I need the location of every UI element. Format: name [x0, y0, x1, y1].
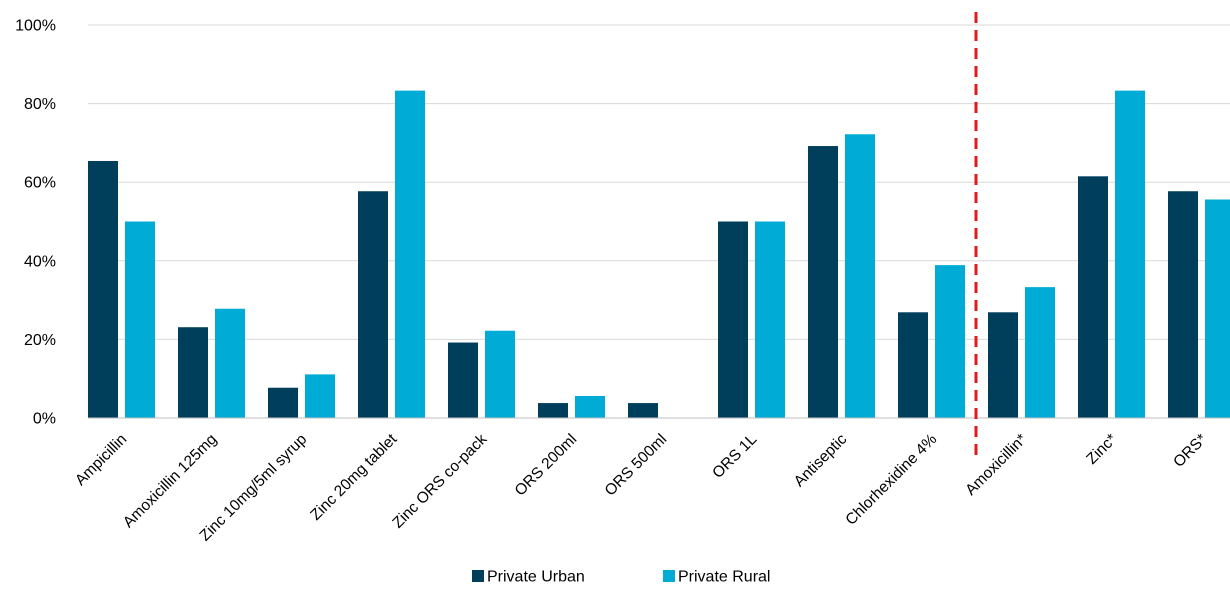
y-tick-label: 80% — [24, 96, 56, 113]
bar-series2 — [305, 374, 335, 418]
y-tick-label: 60% — [24, 175, 56, 192]
bar-series2 — [215, 308, 245, 418]
bar-series2 — [1115, 90, 1145, 419]
bar-series2 — [125, 221, 155, 418]
y-tick-label: 100% — [15, 18, 56, 35]
x-category-label: Zinc* — [1083, 431, 1120, 468]
legend-label: Private Urban — [487, 569, 585, 586]
bar-series2 — [845, 134, 875, 418]
bar-series1 — [268, 387, 298, 418]
bar-series1 — [538, 403, 568, 418]
bar-series1 — [358, 191, 388, 418]
bar-series2 — [1025, 287, 1055, 418]
bar-series1 — [1168, 191, 1198, 418]
y-tick-label: 20% — [24, 332, 56, 349]
bar-series2 — [935, 265, 965, 418]
bar-series1 — [988, 312, 1018, 418]
bar-series2 — [485, 330, 515, 418]
bars — [88, 90, 1230, 419]
bar-series2 — [1205, 199, 1230, 418]
x-category-label: Amoxicillin 125mg — [120, 431, 220, 531]
bar-series1 — [448, 342, 478, 418]
x-category-label: Antiseptic — [791, 431, 851, 491]
x-category-label: ORS 500ml — [602, 431, 671, 500]
legend-label: Private Rural — [678, 569, 770, 586]
bar-series1 — [808, 146, 838, 418]
bar-series1 — [178, 327, 208, 418]
bar-series1 — [718, 221, 748, 418]
x-category-label: ORS 1L — [709, 431, 760, 482]
bar-series2 — [395, 90, 425, 419]
x-category-label: Ampicillin — [72, 431, 130, 489]
x-category-label: Amoxicillin* — [962, 431, 1030, 499]
y-axis-tick-labels: 0% 20% 40% 60% 80% 100% — [15, 18, 56, 428]
y-tick-label: 0% — [33, 411, 56, 428]
bar-series2 — [755, 221, 785, 418]
x-category-label: Chlorhexidine 4% — [842, 431, 940, 529]
bar-series1 — [898, 312, 928, 418]
bar-series1 — [628, 403, 658, 418]
gridlines — [88, 24, 1230, 340]
legend-swatch — [663, 570, 675, 582]
y-tick-label: 40% — [24, 253, 56, 270]
x-category-label: Zinc ORS co-pack — [389, 431, 490, 532]
x-category-label: ORS 200ml — [512, 431, 581, 500]
x-category-label: ORS* — [1170, 431, 1210, 471]
bar-series1 — [1078, 176, 1108, 418]
x-category-label: Zinc 20mg tablet — [307, 430, 401, 524]
legend: Private Urban Private Rural — [472, 569, 770, 586]
bar-series2 — [575, 395, 605, 418]
legend-swatch — [472, 570, 484, 582]
bar-series1 — [88, 160, 118, 418]
